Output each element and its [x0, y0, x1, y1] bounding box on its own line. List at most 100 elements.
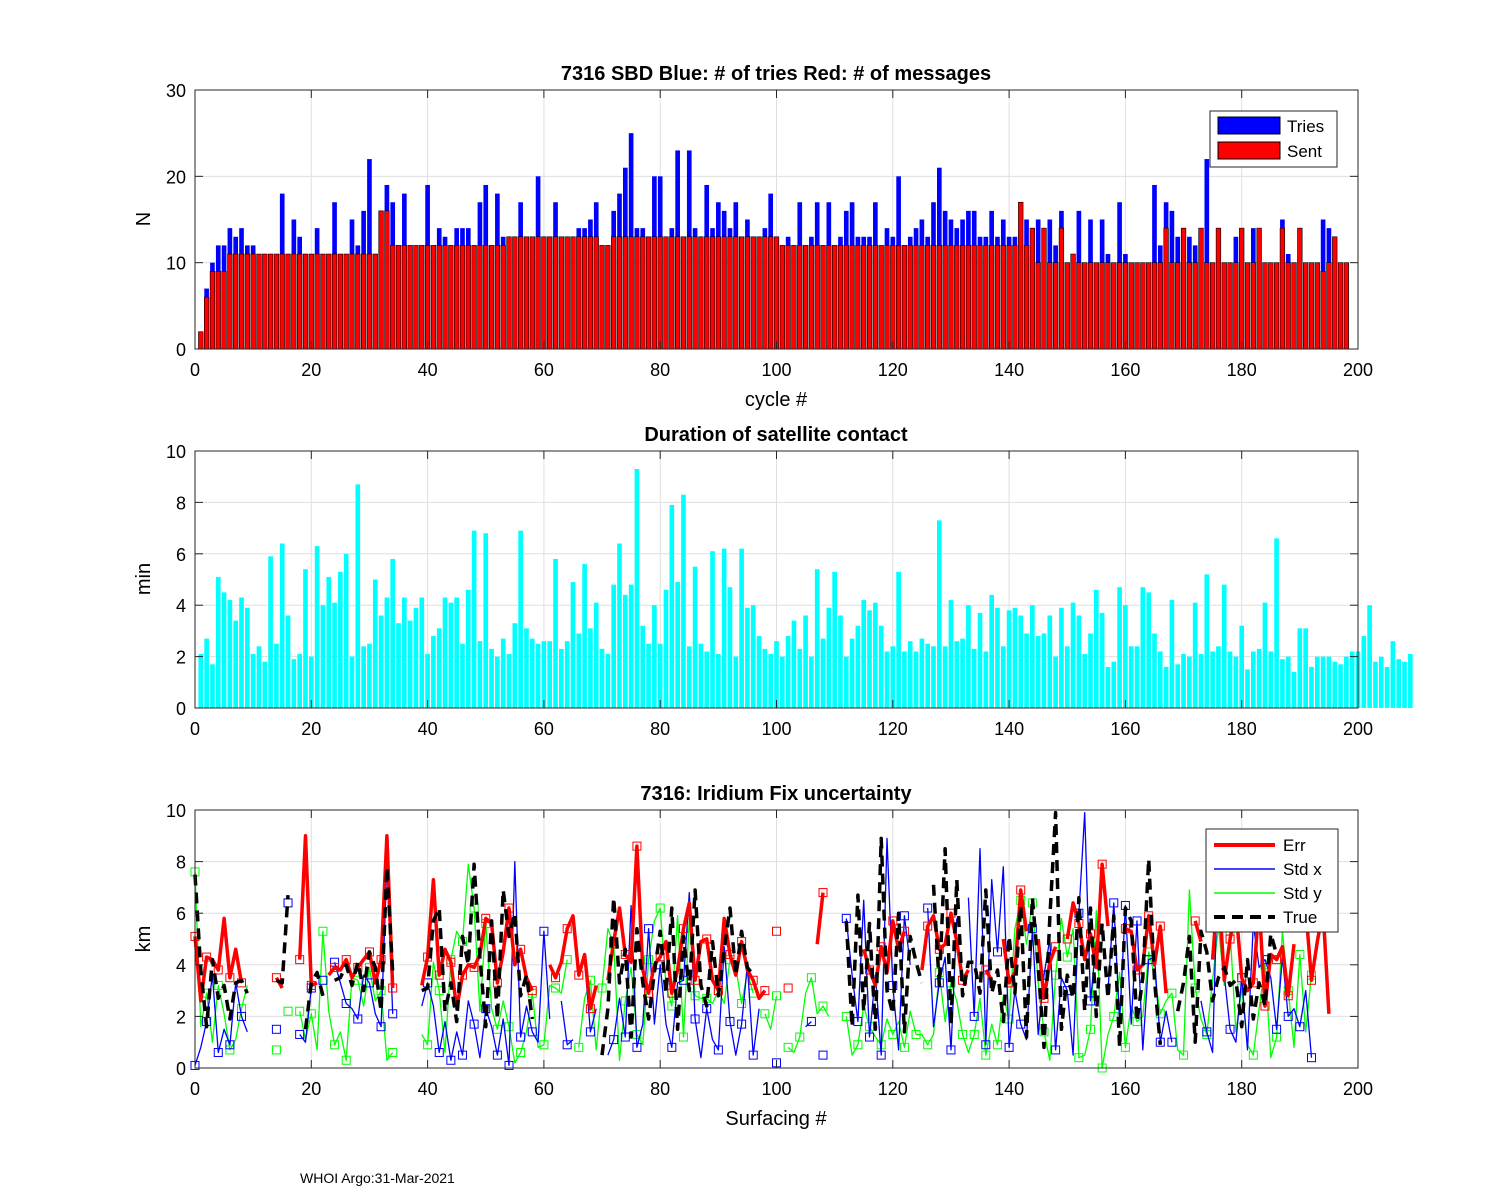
bar-duration-141	[1012, 607, 1018, 708]
bar-sent-109	[826, 245, 832, 350]
y-tick-label: 4	[176, 596, 186, 616]
bar-sent-94	[738, 236, 745, 350]
bar-duration-79	[652, 605, 657, 708]
bar-duration-161	[1128, 646, 1134, 708]
marker-stdy-136	[981, 1050, 991, 1060]
bar-duration-98	[762, 648, 768, 708]
bar-duration-30	[367, 643, 372, 708]
bar-duration-52	[495, 656, 500, 708]
bar-duration-8	[239, 597, 244, 708]
bar-sent-198	[1343, 262, 1349, 350]
marker-stdy-78	[644, 955, 654, 965]
marker-stdx-138	[992, 947, 1002, 957]
bar-duration-167	[1163, 666, 1169, 708]
bar-duration-38	[413, 607, 419, 708]
bar-duration-75	[628, 584, 634, 708]
bar-sent-60	[541, 236, 547, 350]
bar-duration-135	[977, 612, 983, 708]
bar-duration-44	[448, 602, 454, 708]
bar-duration-195	[1326, 656, 1332, 708]
panel-3-xlabel: Surfacing #	[725, 1108, 827, 1130]
x-tick-label: 160	[1110, 1079, 1140, 1099]
bar-sent-6	[227, 253, 233, 350]
marker-stdx-78	[644, 924, 654, 934]
x-tick-label: 100	[761, 1079, 791, 1099]
bar-sent-172	[1192, 262, 1198, 350]
bar-sent-101	[779, 245, 785, 350]
bar-sent-23	[326, 253, 332, 350]
bar-sent-32	[378, 210, 384, 350]
bar-sent-195	[1326, 262, 1332, 350]
x-tick-label: 60	[534, 1079, 554, 1099]
x-tick-label: 160	[1110, 360, 1140, 380]
bar-duration-28	[355, 484, 361, 708]
bar-duration-39	[419, 597, 425, 708]
bar-duration-192	[1309, 666, 1314, 708]
bar-duration-184	[1262, 602, 1268, 708]
marker-stdx-28	[353, 1014, 363, 1024]
bar-sent-21	[314, 253, 320, 350]
bar-sent-161	[1128, 262, 1134, 350]
bar-sent-128	[936, 245, 942, 350]
y-tick-label: 6	[176, 904, 186, 924]
marker-stdy-132	[958, 1029, 968, 1039]
marker-stdy-34	[388, 1048, 398, 1058]
bar-duration-41	[431, 636, 436, 708]
marker-stdx-106	[806, 1017, 816, 1027]
bar-duration-43	[442, 597, 448, 708]
marker-stdy-94	[737, 999, 747, 1008]
bar-duration-53	[500, 638, 506, 708]
bar-duration-206	[1390, 641, 1396, 708]
marker-err-94	[737, 937, 747, 947]
marker-stdx-64	[562, 1040, 572, 1050]
bar-sent-165	[1151, 262, 1158, 350]
bar-duration-203	[1373, 661, 1378, 708]
bar-duration-10	[250, 654, 256, 708]
marker-err-18	[295, 955, 305, 965]
marker-err-4	[213, 965, 223, 975]
bar-sent-162	[1134, 262, 1140, 350]
marker-stdx-82	[667, 1042, 677, 1052]
marker-stdy-14	[271, 1045, 281, 1055]
bar-sent-12	[262, 253, 268, 350]
bar-sent-87	[698, 236, 704, 350]
bar-duration-124	[913, 651, 919, 708]
bar-duration-190	[1297, 628, 1303, 708]
x-tick-label: 0	[190, 1079, 200, 1099]
bar-duration-49	[477, 641, 483, 708]
bar-duration-103	[791, 620, 797, 708]
panel-1-legend: Tries Sent	[1209, 110, 1338, 168]
bar-sent-113	[849, 245, 855, 350]
bar-duration-140	[1006, 610, 1012, 708]
bar-duration-3	[210, 664, 215, 708]
bar-duration-20	[308, 656, 314, 708]
bar-sent-80	[657, 236, 663, 350]
bar-duration-109	[826, 607, 832, 708]
bar-duration-82	[669, 504, 675, 708]
bar-duration-64	[564, 641, 570, 708]
bar-sent-117	[872, 245, 878, 350]
bar-sent-166	[1157, 262, 1163, 350]
bar-sent-47	[465, 245, 471, 350]
bar-sent-83	[675, 236, 681, 350]
bar-sent-69	[593, 236, 599, 350]
marker-stdx-74	[620, 1032, 630, 1042]
y-tick-label: 2	[176, 1007, 186, 1027]
bar-sent-164	[1146, 262, 1152, 350]
marker-stdy-22	[318, 926, 328, 936]
marker-stdy-62	[551, 983, 561, 993]
marker-stdx-162	[1132, 916, 1142, 926]
bar-duration-132	[960, 638, 965, 708]
bar-duration-120	[890, 646, 896, 708]
bar-sent-177	[1221, 262, 1227, 350]
panel-2-bars	[198, 468, 1413, 708]
bar-sent-82	[669, 236, 675, 350]
bar-duration-83	[675, 582, 680, 708]
bar-duration-146	[1041, 633, 1047, 708]
x-tick-label: 140	[994, 719, 1024, 739]
bar-sent-51	[488, 245, 495, 350]
bar-sent-10	[250, 253, 256, 350]
bar-sent-169	[1175, 262, 1181, 350]
marker-err-64	[562, 924, 572, 934]
marker-err-192	[1306, 975, 1316, 985]
